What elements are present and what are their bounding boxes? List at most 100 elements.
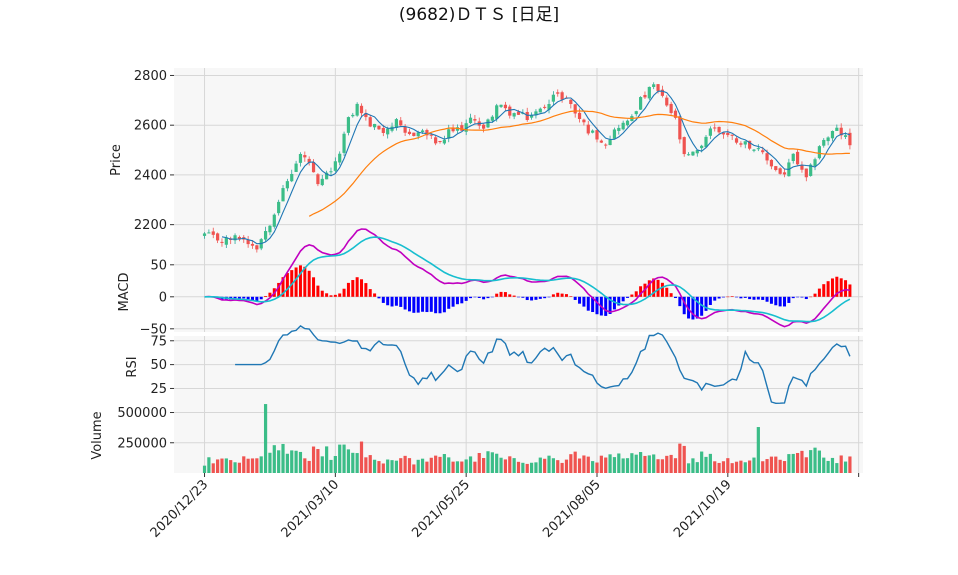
candle-body <box>752 149 756 151</box>
candle-body <box>508 106 512 116</box>
volume-bar <box>368 455 372 473</box>
volume-bar <box>464 459 468 473</box>
volume-bar <box>564 459 569 473</box>
candle-body <box>416 132 420 137</box>
candle-body <box>756 148 760 150</box>
macd-histogram-bar <box>399 296 403 307</box>
macd-histogram-bar <box>578 296 582 304</box>
candle-body <box>442 139 446 144</box>
macd-histogram-bar <box>556 292 560 297</box>
volume-bar <box>748 460 752 473</box>
volume-bar <box>534 462 538 473</box>
volume-bar <box>582 455 586 473</box>
candle-body <box>660 89 665 96</box>
y-tick-label: 250000 <box>117 436 167 451</box>
volume-bar <box>839 455 843 473</box>
macd-histogram-bar <box>425 296 429 313</box>
candle-body <box>329 171 333 173</box>
macd-histogram-bar <box>569 296 573 297</box>
macd-histogram-bar <box>573 296 577 300</box>
y-tick-label: 500000 <box>117 406 167 421</box>
candle-body <box>817 146 821 159</box>
macd-histogram-bar <box>237 296 241 299</box>
candle-body <box>608 139 612 146</box>
volume-bar <box>425 461 429 473</box>
macd-histogram-bar <box>743 296 747 298</box>
macd-histogram-bar <box>407 296 411 312</box>
macd-histogram-bar <box>412 296 416 313</box>
volume-bar <box>830 457 835 473</box>
macd-histogram-bar <box>338 293 342 297</box>
volume-bar <box>320 456 324 473</box>
candle-body <box>782 172 787 175</box>
y-tick-label: 50 <box>150 258 167 273</box>
volume-bar <box>787 454 791 473</box>
candle-body <box>516 111 521 115</box>
candle-body <box>734 138 739 143</box>
volume-bar <box>298 451 303 473</box>
volume-bar <box>817 450 821 473</box>
candle-body <box>730 134 734 136</box>
volume-bar <box>717 462 721 473</box>
panel-bg-price <box>174 68 863 252</box>
volume-bar <box>290 450 294 473</box>
macd-histogram-bar <box>351 280 355 297</box>
panel-bg-rsi <box>174 336 863 398</box>
macd-histogram-bar <box>482 296 486 300</box>
macd-histogram-bar <box>595 296 599 315</box>
volume-bar <box>316 449 320 473</box>
volume-bar <box>678 443 682 473</box>
candle-body <box>577 112 582 120</box>
volume-bar <box>643 455 647 473</box>
volume-bar <box>761 461 765 473</box>
candle-body <box>434 137 438 144</box>
candle-body <box>543 106 547 108</box>
candle-body <box>311 162 316 173</box>
macd-histogram-bar <box>329 295 333 297</box>
volume-bar <box>429 457 433 473</box>
candle-body <box>294 163 298 172</box>
macd-histogram-bar <box>673 296 677 299</box>
volume-bar <box>673 458 678 473</box>
macd-histogram-bar <box>769 296 773 304</box>
candle-body <box>595 130 599 140</box>
candle-body <box>822 139 826 146</box>
macd-histogram-bar <box>530 296 534 301</box>
candle-body <box>726 132 730 136</box>
volume-bar <box>569 454 573 473</box>
candle-body <box>473 119 477 121</box>
candle-body <box>643 94 647 98</box>
macd-histogram-bar <box>333 294 337 297</box>
candle-body <box>791 153 795 162</box>
volume-bar <box>482 457 486 473</box>
volume-bar <box>630 453 634 473</box>
ma-long-line <box>308 110 850 217</box>
macd-histogram-bar <box>647 280 651 297</box>
candle-body <box>765 153 769 161</box>
volume-bar <box>338 444 342 473</box>
volume-bar <box>560 462 564 473</box>
candle-body <box>708 128 712 136</box>
candle-body <box>268 225 272 233</box>
candle-body <box>691 151 695 156</box>
candle-body <box>298 153 303 163</box>
rsi-line <box>235 325 851 405</box>
candle-body <box>826 137 830 142</box>
volume-bar <box>237 462 242 473</box>
macd-histogram-bar <box>652 278 656 297</box>
volume-bar <box>259 456 263 473</box>
volume-bar <box>708 453 712 473</box>
volume-bar <box>263 404 268 473</box>
volume-bar <box>412 464 416 473</box>
volume-bar <box>325 446 329 473</box>
x-tick-label: 2020/12/23 <box>148 477 212 541</box>
volume-bar <box>329 459 333 473</box>
macd-histogram-bar <box>809 296 813 298</box>
candle-body <box>246 239 250 245</box>
volume-bar <box>721 461 726 473</box>
volume-bar <box>652 454 656 473</box>
candle-body <box>438 141 442 143</box>
macd-histogram-bar <box>669 293 673 297</box>
macd-histogram-bar <box>377 296 381 299</box>
candle-body <box>647 86 651 99</box>
